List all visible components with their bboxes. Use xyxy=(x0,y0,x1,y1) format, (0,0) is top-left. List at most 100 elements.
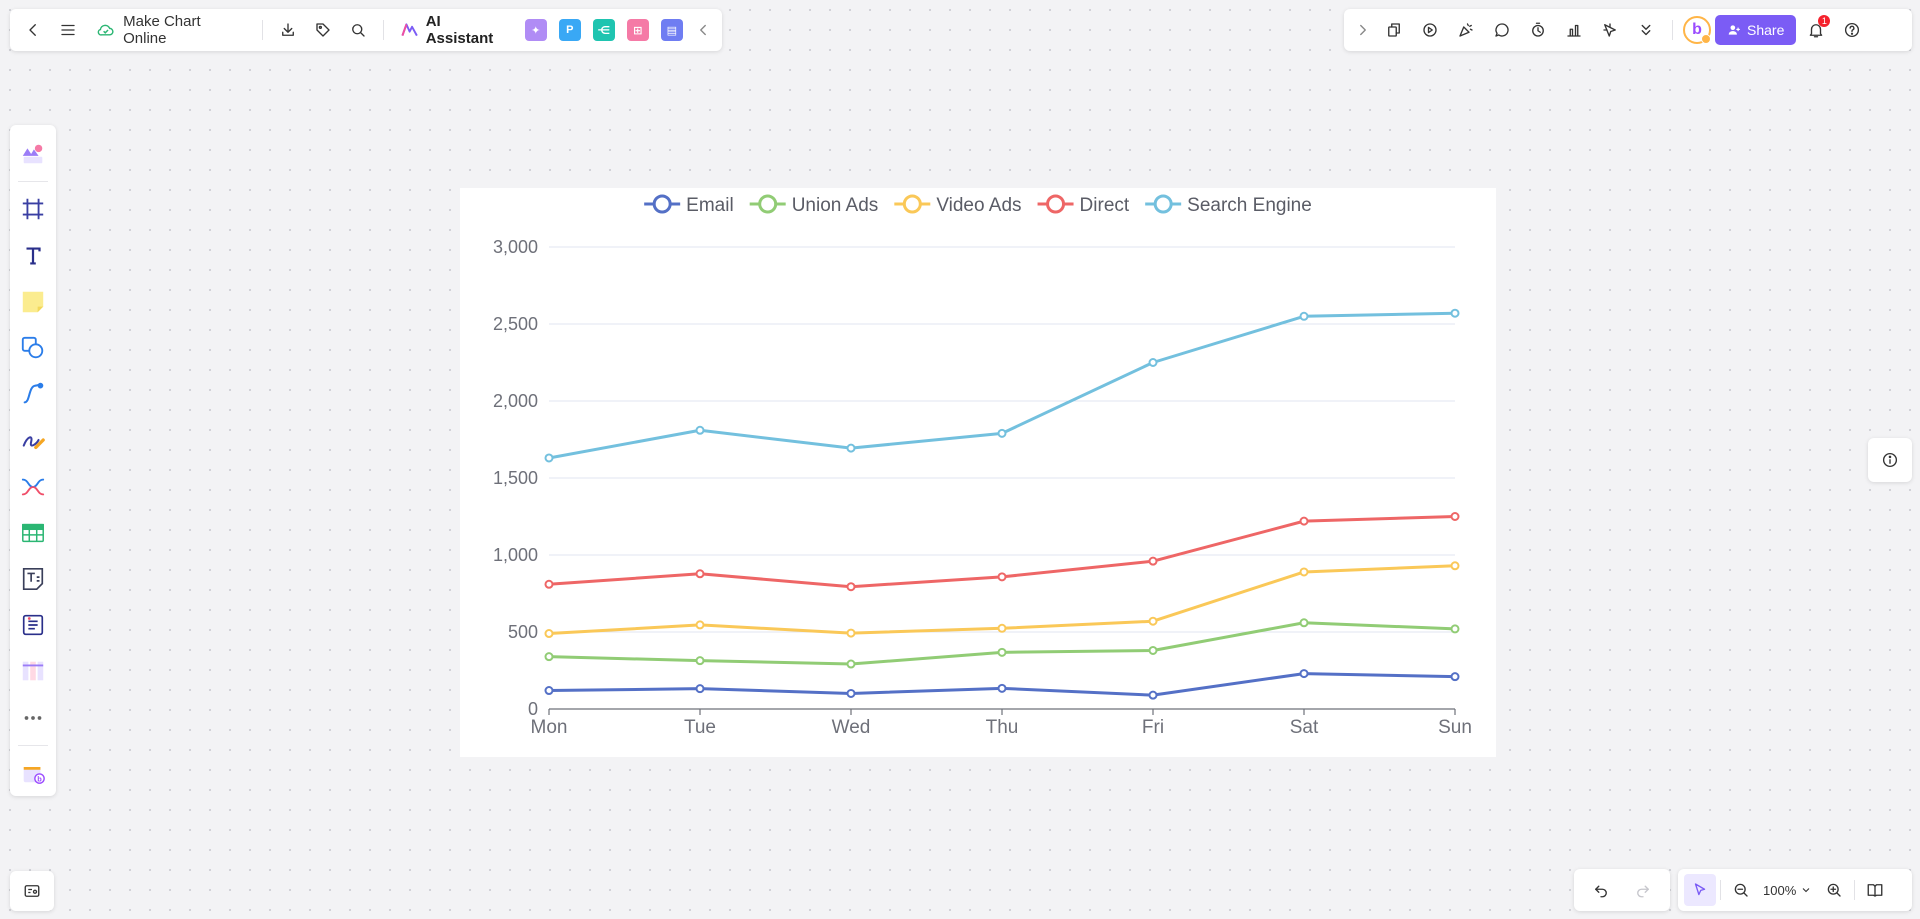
legend-marker xyxy=(758,194,778,214)
mindmap-app-icon[interactable]: ⋲ xyxy=(592,19,615,41)
legend-label: Email xyxy=(686,195,734,216)
cloud-saved-icon xyxy=(97,24,114,36)
chevron-down-icon xyxy=(1802,888,1810,893)
timer-icon[interactable] xyxy=(1522,14,1554,46)
zoom-in-icon[interactable] xyxy=(1818,874,1850,906)
back-icon[interactable] xyxy=(18,14,49,46)
templates-icon[interactable] xyxy=(1378,14,1410,46)
data-point xyxy=(544,629,554,639)
data-point xyxy=(1450,308,1460,318)
collapse-toolbar-icon[interactable] xyxy=(693,14,714,46)
ai-image-icon[interactable]: ✦ xyxy=(524,19,547,41)
data-point xyxy=(544,579,554,589)
y-tick-label: 0 xyxy=(528,699,538,719)
undo-icon[interactable] xyxy=(1585,874,1617,906)
more-tools-icon[interactable] xyxy=(14,700,52,736)
top-right-toolbar: b Share 1 xyxy=(1344,9,1912,51)
connector-line-icon[interactable] xyxy=(14,376,52,412)
x-tick-label: Wed xyxy=(832,717,871,738)
x-tick-label: Tue xyxy=(684,717,716,738)
data-point xyxy=(846,659,856,669)
data-point xyxy=(695,656,705,666)
data-point xyxy=(997,683,1007,693)
play-icon[interactable] xyxy=(1414,14,1446,46)
chat-app-icon[interactable]: ▤ xyxy=(660,19,683,41)
share-label: Share xyxy=(1747,22,1785,38)
help-icon[interactable] xyxy=(1836,14,1868,46)
data-point xyxy=(846,688,856,698)
legend-marker xyxy=(1046,194,1066,214)
sticky-note-icon[interactable] xyxy=(14,284,52,320)
ai-assistant-label: AI Assistant xyxy=(425,13,494,47)
select-pointer-icon[interactable] xyxy=(1684,874,1716,906)
divider xyxy=(1672,20,1673,40)
data-point xyxy=(1450,561,1460,571)
data-point xyxy=(1299,669,1309,679)
ai-assistant-button[interactable]: AI Assistant xyxy=(394,13,514,47)
legend-label: Union Ads xyxy=(792,195,879,216)
share-button[interactable]: Share xyxy=(1715,15,1797,45)
data-point xyxy=(1148,556,1158,566)
book-view-icon[interactable] xyxy=(1859,874,1891,906)
file-title-text: Make Chart Online xyxy=(123,13,201,47)
notification-button[interactable]: 1 xyxy=(1800,14,1832,46)
legend-label: Search Engine xyxy=(1187,195,1312,216)
data-point xyxy=(846,628,856,638)
flowchart-app-icon[interactable]: ⊞ xyxy=(626,19,649,41)
top-left-toolbar: Make Chart Online AI Assistant ✦ P ⋲ ⊞ ▤ xyxy=(10,9,722,51)
app-tiles: ✦ P ⋲ ⊞ ▤ xyxy=(519,19,689,41)
mindmap-tool-icon[interactable] xyxy=(14,468,52,504)
zoom-out-icon[interactable] xyxy=(1725,874,1757,906)
data-point xyxy=(544,686,554,696)
frame-icon[interactable] xyxy=(14,191,52,227)
minimap-toggle[interactable] xyxy=(10,871,54,911)
comment-icon[interactable] xyxy=(1486,14,1518,46)
y-tick-label: 1,000 xyxy=(493,545,538,565)
more-chevron-icon[interactable] xyxy=(1630,14,1662,46)
x-tick-label: Sun xyxy=(1438,717,1472,738)
data-point xyxy=(1148,645,1158,655)
tag-icon[interactable] xyxy=(308,14,339,46)
laser-pointer-icon[interactable] xyxy=(1594,14,1626,46)
shapes-library-icon[interactable] xyxy=(14,136,52,172)
x-tick-label: Sat xyxy=(1290,717,1319,738)
data-point xyxy=(1450,512,1460,521)
redo-icon[interactable] xyxy=(1627,874,1659,906)
y-tick-label: 1,500 xyxy=(493,468,538,488)
data-point xyxy=(1299,516,1309,526)
divider xyxy=(18,744,48,746)
list-card-icon[interactable] xyxy=(14,607,52,643)
plugins-icon[interactable]: b xyxy=(14,755,52,791)
divider xyxy=(261,20,263,40)
zoom-level-select[interactable]: 100% xyxy=(1759,883,1816,898)
menu-icon[interactable] xyxy=(53,14,84,46)
data-point xyxy=(1299,311,1309,321)
data-point xyxy=(1299,618,1309,628)
avatar[interactable]: b xyxy=(1683,16,1711,44)
presentation-app-icon[interactable]: P xyxy=(558,19,581,41)
text-box-icon[interactable] xyxy=(14,561,52,597)
line-chart: 0 500 1,000 1,500 2,000 2,500 3,000 Mon Tue Wed Th… xyxy=(493,194,1472,738)
search-icon[interactable] xyxy=(343,14,374,46)
divider xyxy=(383,20,385,40)
shape-tool-icon[interactable] xyxy=(14,330,52,366)
info-button[interactable] xyxy=(1868,438,1912,482)
divider xyxy=(1720,880,1721,900)
data-point xyxy=(544,453,554,463)
data-point xyxy=(846,443,856,453)
expand-icon[interactable] xyxy=(1352,14,1374,46)
x-tick-label: Mon xyxy=(531,717,568,738)
zoom-controls: 100% xyxy=(1678,869,1912,911)
data-point xyxy=(1148,690,1158,700)
vote-icon[interactable] xyxy=(1558,14,1590,46)
chart-card[interactable]: 0 500 1,000 1,500 2,000 2,500 3,000 Mon Tue Wed Th… xyxy=(460,188,1496,757)
table-tool-icon[interactable] xyxy=(14,515,52,551)
legend-label: Video Ads xyxy=(936,195,1021,216)
kanban-icon[interactable] xyxy=(14,653,52,689)
pen-tool-icon[interactable] xyxy=(14,422,52,458)
text-tool-icon[interactable] xyxy=(14,237,52,273)
celebrate-icon[interactable] xyxy=(1450,14,1482,46)
data-point xyxy=(997,428,1007,438)
download-icon[interactable] xyxy=(273,14,304,46)
file-title[interactable]: Make Chart Online xyxy=(88,13,252,47)
